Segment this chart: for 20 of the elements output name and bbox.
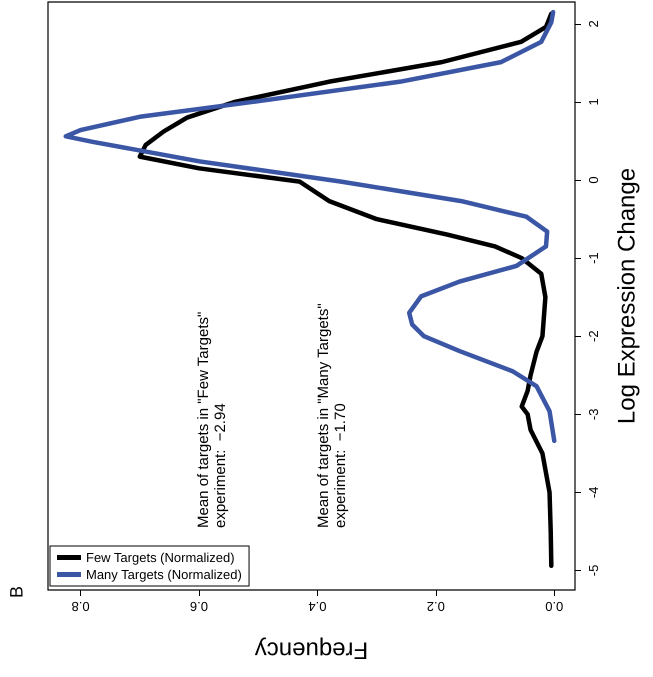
x-tick-label: 0.6 bbox=[190, 599, 208, 614]
legend-label: Many Targets (Normalized) bbox=[86, 567, 242, 582]
y-tick-label: 1 bbox=[586, 98, 601, 106]
y-tick-label: -1 bbox=[586, 252, 601, 264]
x-tick-label: 0.0 bbox=[545, 599, 564, 614]
y-tick-label: -3 bbox=[586, 408, 601, 420]
x-tick-label: 0.8 bbox=[72, 599, 90, 614]
y-tick-label: -5 bbox=[586, 564, 601, 576]
legend-label: Few Targets (Normalized) bbox=[86, 550, 235, 565]
y-tick-label: 2 bbox=[586, 20, 601, 28]
x-tick-label: 0.2 bbox=[426, 599, 445, 614]
annotation: Mean of targets in "Few Targets" experiment: −2.94 bbox=[195, 312, 229, 528]
text: B bbox=[6, 586, 26, 598]
x-tick-label: 0.4 bbox=[308, 599, 326, 614]
annotation: Mean of targets in "Many Targets" experiment: −1.70 bbox=[315, 303, 349, 528]
x-axis-title: Frequency bbox=[254, 636, 368, 664]
y-axis-title: Log Expression Change bbox=[614, 168, 640, 424]
y-tick-label: -4 bbox=[586, 486, 601, 498]
y-tick-label: -2 bbox=[586, 330, 601, 342]
y-tick-label: 0 bbox=[586, 176, 601, 184]
